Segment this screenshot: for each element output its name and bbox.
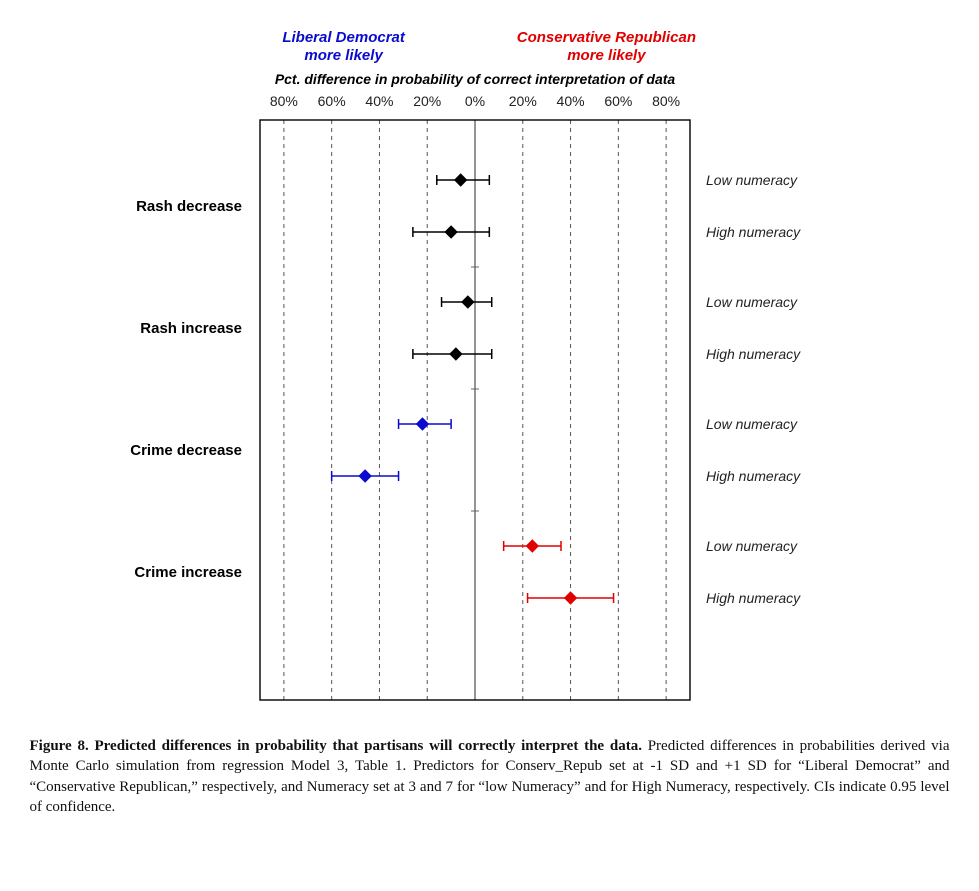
axis-tick-label: 20%: [413, 93, 441, 109]
axis-tick-label: 60%: [317, 93, 345, 109]
group-label: Rash decrease: [136, 198, 242, 215]
svg-text:more likely: more likely: [304, 47, 383, 64]
row-label: High numeracy: [706, 468, 801, 484]
axis-tick-label: 40%: [365, 93, 393, 109]
row-label: Low numeracy: [706, 538, 798, 554]
legend-conservative: Conservative Republican: [516, 29, 695, 46]
chart-container: Liberal Democratmore likelyConservative …: [30, 20, 950, 720]
axis-tick-label: 40%: [556, 93, 584, 109]
group-label: Rash increase: [140, 320, 242, 337]
row-label: High numeracy: [706, 346, 801, 362]
group-label: Crime decrease: [130, 442, 242, 459]
row-label: Low numeracy: [706, 294, 798, 310]
chart-title: Pct. difference in probability of correc…: [274, 71, 675, 87]
row-label: Low numeracy: [706, 416, 798, 432]
axis-tick-label: 80%: [269, 93, 297, 109]
legend-liberal: Liberal Democrat: [282, 29, 406, 46]
row-label: High numeracy: [706, 224, 801, 240]
axis-tick-label: 80%: [652, 93, 680, 109]
group-label: Crime increase: [134, 564, 242, 581]
axis-tick-label: 0%: [464, 93, 484, 109]
svg-text:more likely: more likely: [567, 47, 646, 64]
figure-caption: Figure 8. Predicted differences in proba…: [30, 736, 950, 817]
row-label: High numeracy: [706, 590, 801, 606]
axis-tick-label: 20%: [508, 93, 536, 109]
row-label: Low numeracy: [706, 172, 798, 188]
caption-lead: Figure 8. Predicted differences in proba…: [30, 738, 642, 754]
axis-tick-label: 60%: [604, 93, 632, 109]
forest-plot: Liberal Democratmore likelyConservative …: [30, 20, 870, 720]
